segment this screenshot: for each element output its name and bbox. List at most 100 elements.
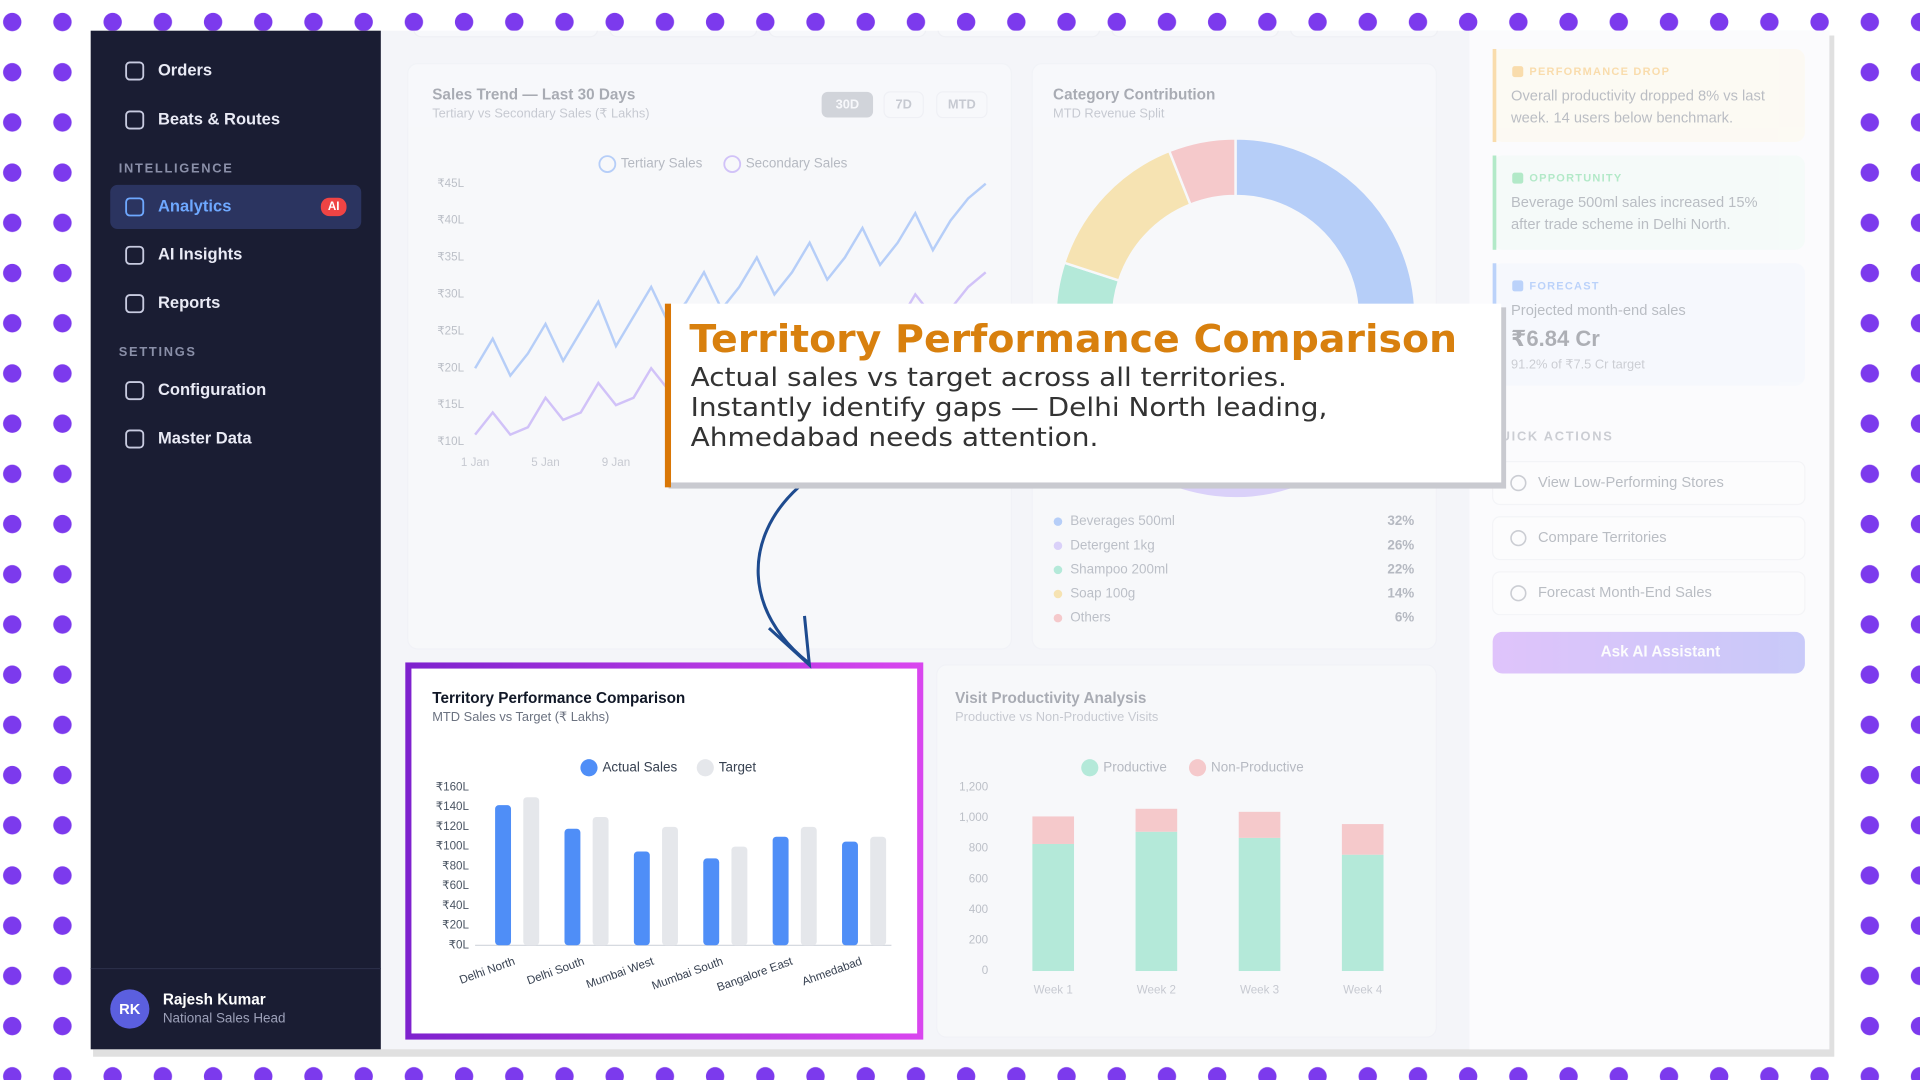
- insight-text: Beverage 500ml sales increased 15%: [1511, 195, 1758, 211]
- bar: [703, 858, 720, 946]
- highlighted-card: Territory Performance Comparison MTD Sale…: [405, 662, 924, 1040]
- nav-section-title: SETTINGS: [119, 344, 197, 359]
- quick-action-icon: [1510, 585, 1527, 602]
- range-button[interactable]: 7D: [883, 91, 924, 119]
- top-pill: [937, 30, 1101, 38]
- insight-tag: FORECAST: [1529, 280, 1599, 292]
- insight-note: 91.2% of ₹7.5 Cr target: [1511, 356, 1645, 371]
- y-tick-label: ₹45L: [437, 177, 464, 190]
- user-avatar: [110, 989, 150, 1029]
- quick-action-icon: [1510, 530, 1527, 547]
- bar-segment: [1341, 854, 1384, 972]
- bar: [523, 797, 540, 946]
- nav-icon: [125, 381, 145, 401]
- chart-title: Visit Productivity Analysis: [955, 690, 1146, 707]
- nav-icon: [125, 429, 145, 449]
- quick-action[interactable]: View Low-Performing Stores: [1492, 461, 1806, 506]
- y-tick-label: ₹40L: [437, 214, 464, 227]
- chart-subtitle: Productive vs Non-Productive Visits: [955, 709, 1158, 724]
- range-button-bg: [821, 91, 874, 118]
- chart-title: Territory Performance Comparison: [432, 690, 685, 707]
- quick-action-label: Compare Territories: [1538, 530, 1667, 546]
- chart-subtitle: MTD Sales vs Target (₹ Lakhs): [432, 709, 609, 724]
- nav-item[interactable]: Reports: [125, 293, 220, 314]
- assistant-button[interactable]: Ask AI Assistant: [1492, 631, 1805, 674]
- right-panel-bg: [1469, 30, 1830, 1050]
- insight-accent: [1492, 48, 1497, 143]
- bar-segment: [1032, 816, 1075, 844]
- quick-action-bg: [1492, 516, 1806, 561]
- bar: [800, 826, 817, 946]
- bar: [495, 805, 512, 946]
- nav-item[interactable]: AI Insights: [125, 245, 242, 265]
- nav-item[interactable]: Configuration: [125, 380, 266, 401]
- range-button-bg: [936, 91, 988, 119]
- legend-label: Non-Productive: [1211, 759, 1304, 774]
- quick-action-label: Forecast Month-End Sales: [1538, 585, 1712, 601]
- y-tick-label: ₹40L: [442, 899, 469, 912]
- assistant-bg: [1492, 631, 1805, 674]
- legend-swatch: [1053, 517, 1063, 526]
- range-button-bg: [883, 91, 924, 119]
- y-tick-label: ₹160L: [436, 780, 470, 793]
- donut-slice: [1167, 137, 1237, 207]
- bar-segment: [1135, 831, 1178, 972]
- y-tick-label: 600: [969, 872, 989, 885]
- x-tick-label: Week 4: [1343, 984, 1383, 997]
- legend-label: Detergent 1kg: [1070, 537, 1155, 552]
- nav-item[interactable]: Beats & Routes: [125, 109, 280, 130]
- legend-value: 26%: [1387, 537, 1414, 552]
- nav-item[interactable]: Analytics AI: [110, 184, 362, 229]
- nav-label: Master Data: [158, 428, 252, 447]
- insight-bg: [1492, 263, 1805, 386]
- bar-segment: [1238, 837, 1281, 972]
- insight-tag: PERFORMANCE DROP: [1529, 66, 1670, 78]
- range-button[interactable]: MTD: [936, 91, 988, 119]
- quick-action[interactable]: Compare Territories: [1492, 516, 1806, 561]
- top-pill: [768, 30, 927, 38]
- nav-badge-bg: [320, 197, 347, 217]
- x-tick-label: 9 Jan: [602, 456, 630, 469]
- nav-item[interactable]: Master Data: [125, 428, 252, 449]
- quick-action-icon: [1510, 474, 1527, 492]
- y-tick-label: 800: [969, 842, 989, 855]
- range-button[interactable]: 30D: [821, 91, 874, 118]
- arrow-head: [767, 615, 812, 669]
- x-tick-label: Week 2: [1137, 984, 1176, 997]
- nav-badge: AI: [328, 200, 340, 213]
- nav-label: Orders: [158, 60, 212, 79]
- nav-label: AI Insights: [158, 245, 242, 264]
- legend-label: Soap 100g: [1070, 586, 1135, 601]
- legend-label: Shampoo 200ml: [1070, 561, 1168, 576]
- insight-icon: [1512, 66, 1524, 78]
- chart-subtitle: Tertiary vs Secondary Sales (₹ Lakhs): [432, 105, 649, 120]
- legend-label: Secondary Sales: [746, 156, 848, 171]
- sidebar-bg: [90, 30, 381, 1050]
- legend-swatch: [1053, 565, 1063, 575]
- card: [936, 664, 1437, 1038]
- callout-text: Ahmedabad needs attention.: [691, 423, 1099, 453]
- legend-swatch: [598, 155, 617, 173]
- nav-item[interactable]: Orders: [125, 60, 212, 81]
- insight-text: after trade scheme in Delhi North.: [1511, 217, 1731, 233]
- y-tick-label: 200: [969, 933, 989, 946]
- user-initials: RK: [119, 1002, 141, 1018]
- bar: [772, 836, 789, 946]
- y-tick-label: ₹20L: [437, 361, 464, 374]
- legend-swatch: [1053, 613, 1063, 623]
- legend-swatch: [1053, 589, 1063, 599]
- nav-icon: [125, 294, 145, 314]
- insight-card: FORECAST Projected month-end sales ₹6.84 C…: [1492, 263, 1805, 386]
- chart-title: Category Contribution: [1053, 87, 1215, 104]
- quick-action[interactable]: Forecast Month-End Sales: [1492, 571, 1806, 616]
- assistant-label: Ask AI Assistant: [1601, 644, 1721, 661]
- nav-active-bg: [110, 184, 362, 229]
- legend-swatch: [723, 155, 742, 173]
- chart: Visit Productivity Analysis Productive vs…: [955, 690, 1384, 997]
- legend-value: 6%: [1395, 610, 1414, 625]
- y-tick-label: ₹15L: [437, 398, 464, 411]
- bar-segment: [1032, 843, 1075, 972]
- legend-swatch: [580, 759, 598, 777]
